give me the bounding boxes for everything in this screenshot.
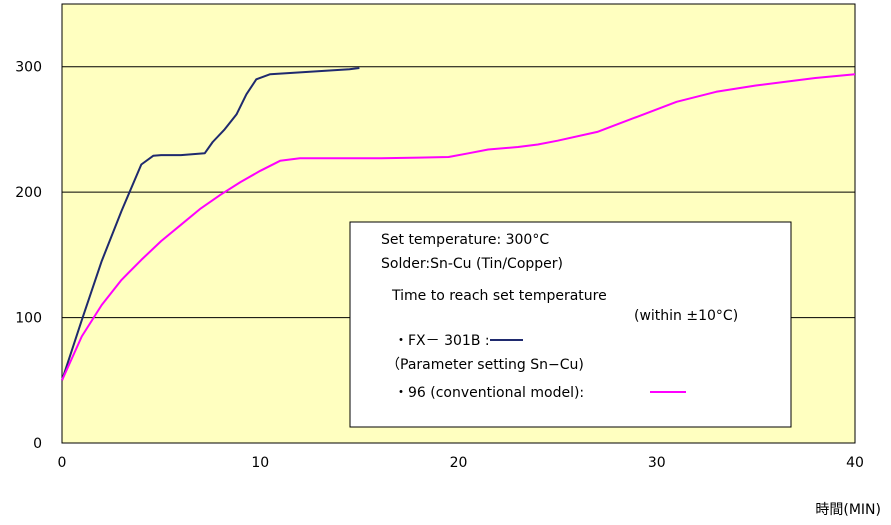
- x-tick-label-40: 40: [846, 455, 864, 471]
- y-tick-label-200: 200: [15, 185, 42, 201]
- y-tick-label-0: 0: [33, 436, 42, 452]
- x-tick-label-0: 0: [58, 455, 67, 471]
- series-line-96: [61, 73, 856, 381]
- x-tick-label-30: 30: [648, 455, 666, 471]
- x-axis-unit-label: 時間(MIN): [815, 502, 881, 518]
- series-lines: [61, 67, 856, 381]
- x-axis-ticks: 0 10 20 30 40: [58, 455, 864, 471]
- x-tick-label-20: 20: [450, 455, 468, 471]
- legend-line-within: (within ±10°C): [634, 308, 738, 324]
- x-tick-label-10: 10: [251, 455, 269, 471]
- legend-line-set-temperature: Set temperature: 300°C: [381, 232, 549, 248]
- series-line-fx301b: [61, 67, 360, 381]
- legend-entry-96: ・96 (conventional model):: [394, 385, 584, 401]
- y-tick-label-100: 100: [15, 311, 42, 327]
- y-tick-label-300: 300: [15, 60, 42, 76]
- legend-line-parameter-setting: （Parameter setting Sn−Cu): [386, 357, 584, 373]
- legend-box: Set temperature: 300°C Solder:Sn-Cu (Tin…: [349, 221, 792, 428]
- y-axis-ticks: 0 100 200 300: [15, 60, 42, 452]
- legend-entry-fx301b: ・FX－ 301B :: [394, 333, 490, 349]
- legend-line-time-to-reach: Time to reach set temperature: [391, 288, 607, 304]
- legend-line-solder: Solder:Sn-Cu (Tin/Copper): [381, 256, 563, 272]
